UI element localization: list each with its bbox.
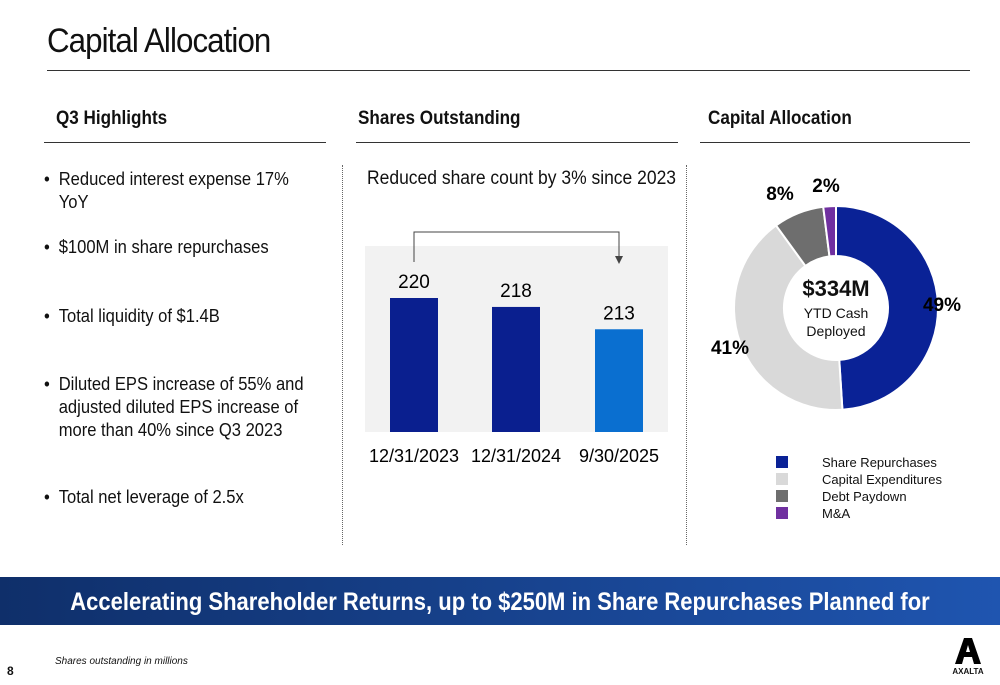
- legend-label: Share Repurchases: [822, 455, 937, 470]
- allocation-heading: Capital Allocation: [708, 108, 852, 129]
- slice-label: 8%: [766, 184, 794, 205]
- bar: [390, 298, 438, 432]
- title-divider: [47, 70, 970, 71]
- divider: [700, 142, 970, 143]
- banner: Accelerating Shareholder Returns, up to …: [0, 577, 1000, 666]
- footnote: Shares outstanding in millions: [55, 656, 188, 667]
- bullet-item: Diluted EPS increase of 55% and adjusted…: [44, 373, 311, 442]
- legend-swatch: [776, 456, 788, 468]
- axalta-logo: AXALTA: [948, 638, 988, 676]
- data-label: 218: [500, 281, 532, 302]
- slice-label: 41%: [711, 338, 749, 359]
- legend-swatch: [776, 473, 788, 485]
- bullet-item: Reduced interest expense 17% YoY: [44, 168, 311, 214]
- data-label: 220: [398, 272, 430, 293]
- bar: [492, 306, 540, 432]
- highlights-heading: Q3 Highlights: [56, 108, 168, 129]
- divider: [342, 165, 343, 545]
- center-value: $334M: [802, 276, 870, 301]
- legend-swatch: [776, 507, 788, 519]
- legend-label: Debt Paydown: [822, 489, 907, 504]
- category-label: 12/31/2024: [471, 446, 561, 466]
- center-label: YTD Cash Deployed: [803, 305, 869, 339]
- divider: [356, 142, 678, 143]
- data-label: 213: [603, 303, 635, 324]
- legend-label: M&A: [822, 506, 851, 521]
- donut-slice: [822, 204, 837, 258]
- bar: [595, 329, 643, 432]
- donut-slice: [733, 224, 844, 411]
- divider: [686, 165, 687, 545]
- arrow-head: [615, 256, 623, 264]
- arrow-connector: [413, 231, 620, 262]
- slice-label: 49%: [923, 295, 961, 316]
- shares-subtitle: Reduced share count by 3% since 2023: [367, 168, 677, 189]
- bullet-item: $100M in share repurchases: [44, 236, 311, 259]
- bullet-item: Total liquidity of $1.4B: [44, 305, 311, 328]
- slice-label: 2%: [812, 176, 840, 197]
- page-title: Capital Allocation: [47, 22, 271, 60]
- legend-label: Capital Expenditures: [822, 472, 942, 487]
- category-label: 12/31/2023: [369, 446, 459, 466]
- donut-slice: [835, 204, 939, 411]
- logo-icon: [955, 638, 981, 664]
- category-label: 9/30/2025: [579, 446, 659, 466]
- shares-heading: Shares Outstanding: [358, 108, 521, 129]
- legend-swatch: [776, 490, 788, 502]
- donut-center: $334M YTD Cash Deployed: [786, 276, 886, 340]
- page-number: 8: [7, 664, 14, 678]
- bullet-item: Total net leverage of 2.5x: [44, 486, 311, 509]
- divider: [44, 142, 326, 143]
